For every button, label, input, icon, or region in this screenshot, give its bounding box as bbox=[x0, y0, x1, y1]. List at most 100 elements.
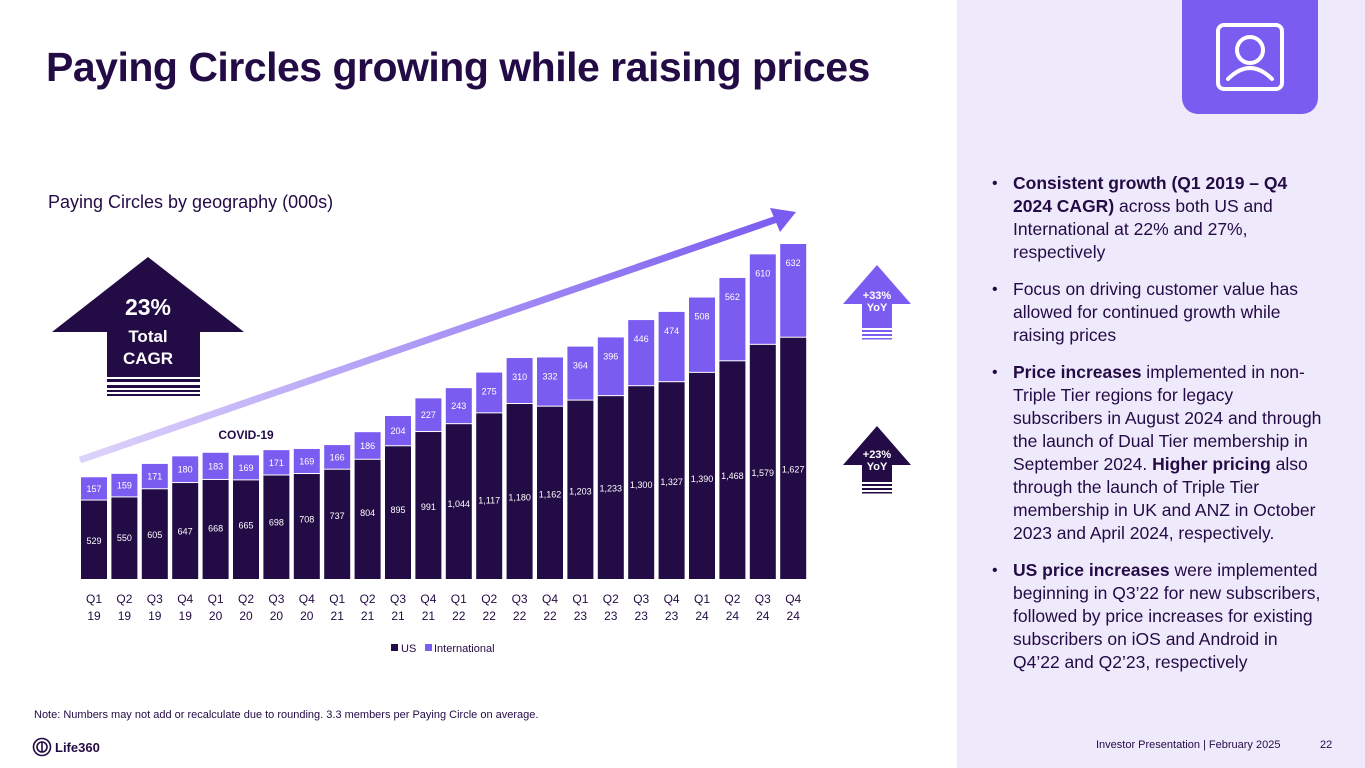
data-label-us: 1,579 bbox=[752, 468, 775, 478]
x-tick-year: 21 bbox=[391, 609, 405, 623]
x-tick-year: 19 bbox=[179, 609, 193, 623]
bullet-text: were implemented beginning in Q3’22 for … bbox=[1013, 560, 1321, 672]
x-tick-quarter: Q2 bbox=[116, 592, 132, 606]
legend-swatch-us bbox=[391, 644, 398, 651]
bar-us bbox=[81, 500, 107, 579]
data-label-us: 1,627 bbox=[782, 465, 805, 475]
bar-international bbox=[172, 456, 199, 483]
bar-us bbox=[537, 406, 563, 579]
data-label-international: 562 bbox=[725, 292, 740, 302]
x-tick-year: 21 bbox=[422, 609, 436, 623]
x-tick-quarter: Q3 bbox=[147, 592, 163, 606]
x-tick-quarter: Q1 bbox=[86, 592, 102, 606]
data-label-us: 1,300 bbox=[630, 480, 653, 490]
bar-international bbox=[263, 450, 290, 475]
bar-international bbox=[537, 357, 563, 406]
bullet-text: Focus on driving customer value has allo… bbox=[1013, 279, 1298, 345]
data-label-us: 1,203 bbox=[569, 486, 592, 496]
data-label-us: 1,327 bbox=[660, 477, 683, 487]
data-label-us: 1,390 bbox=[691, 474, 714, 484]
bullet-text-secondary: also through the launch of Triple Tier m… bbox=[1013, 454, 1316, 543]
data-label-us: 1,180 bbox=[508, 493, 531, 503]
page-number: 22 bbox=[1320, 739, 1333, 751]
x-tick-year: 20 bbox=[300, 609, 314, 623]
x-tick-quarter: Q2 bbox=[481, 592, 497, 606]
bullet-text: across both US and International at 22% … bbox=[1013, 196, 1273, 262]
footer-text: Investor Presentation | February 2025 bbox=[1096, 739, 1281, 751]
bar-international bbox=[324, 445, 351, 469]
bar-us bbox=[415, 432, 442, 579]
data-label-international: 275 bbox=[482, 387, 497, 397]
x-tick-year: 23 bbox=[635, 609, 649, 623]
bar-us bbox=[476, 413, 503, 579]
data-label-international: 169 bbox=[299, 456, 314, 466]
bullet-bold: Price increases bbox=[1013, 362, 1142, 382]
bar-us bbox=[141, 489, 168, 579]
x-tick-year: 20 bbox=[209, 609, 223, 623]
x-tick-quarter: Q4 bbox=[664, 592, 680, 606]
x-tick-quarter: Q4 bbox=[542, 592, 558, 606]
x-tick-year: 24 bbox=[756, 609, 770, 623]
international-yoy-label: YoY bbox=[867, 302, 888, 314]
x-tick-year: 19 bbox=[148, 609, 162, 623]
data-label-us: 1,468 bbox=[721, 471, 744, 481]
data-label-international: 632 bbox=[786, 258, 801, 268]
data-label-international: 474 bbox=[664, 326, 679, 336]
covid-label: COVID-19 bbox=[218, 428, 274, 442]
x-tick-quarter: Q3 bbox=[390, 592, 406, 606]
us-yoy-label: YoY bbox=[867, 461, 888, 473]
bar-international bbox=[385, 416, 411, 446]
x-tick-year: 22 bbox=[513, 609, 527, 623]
data-label-international: 171 bbox=[269, 458, 284, 468]
legend-swatch-international bbox=[425, 644, 432, 651]
data-label-international: 180 bbox=[178, 465, 193, 475]
x-tick-quarter: Q1 bbox=[208, 592, 224, 606]
x-tick-quarter: Q1 bbox=[329, 592, 345, 606]
bar-international bbox=[749, 254, 776, 344]
x-tick-quarter: Q4 bbox=[420, 592, 436, 606]
life360-logo: Life360 bbox=[32, 737, 100, 757]
bar-us bbox=[628, 386, 655, 579]
x-tick-year: 21 bbox=[361, 609, 375, 623]
x-tick-quarter: Q2 bbox=[360, 592, 376, 606]
data-label-us: 1,162 bbox=[539, 490, 562, 500]
data-label-us: 804 bbox=[360, 508, 375, 518]
bullet-item: Consistent growth (Q1 2019 – Q4 2024 CAG… bbox=[992, 172, 1322, 264]
bar-international bbox=[506, 358, 533, 404]
us-yoy-value: +23% bbox=[863, 449, 892, 461]
bar-international bbox=[202, 452, 229, 479]
data-label-international: 183 bbox=[208, 461, 223, 471]
data-label-international: 332 bbox=[542, 371, 557, 381]
bar-international bbox=[233, 455, 259, 480]
data-label-international: 227 bbox=[421, 410, 436, 420]
page-title: Paying Circles growing while raising pri… bbox=[46, 44, 870, 90]
x-tick-quarter: Q1 bbox=[572, 592, 588, 606]
data-label-us: 1,044 bbox=[448, 499, 471, 509]
icon-tile bbox=[1182, 0, 1318, 114]
x-tick-quarter: Q4 bbox=[299, 592, 315, 606]
x-tick-year: 21 bbox=[331, 609, 345, 623]
x-tick-year: 24 bbox=[695, 609, 709, 623]
bar-us bbox=[445, 424, 472, 579]
bar-international bbox=[81, 477, 107, 500]
footnote: Note: Numbers may not add or recalculate… bbox=[34, 709, 539, 721]
bar-international bbox=[415, 398, 442, 432]
us-yoy-arrow: +23% YoY bbox=[843, 426, 911, 494]
x-tick-year: 22 bbox=[543, 609, 557, 623]
x-tick-year: 19 bbox=[87, 609, 101, 623]
data-label-us: 647 bbox=[178, 527, 193, 537]
bar-international bbox=[628, 320, 655, 386]
paying-circles-chart: 23% Total CAGR COVID-19 529 157 550 159 605 1… bbox=[52, 208, 911, 655]
bar-us bbox=[111, 497, 138, 579]
bullet-item: Focus on driving customer value has allo… bbox=[992, 278, 1322, 347]
x-tick-year: 20 bbox=[239, 609, 253, 623]
data-label-international: 186 bbox=[360, 441, 375, 451]
data-label-international: 243 bbox=[451, 401, 466, 411]
data-label-us: 737 bbox=[330, 511, 345, 521]
logo-text: Life360 bbox=[55, 739, 100, 755]
x-tick-quarter: Q4 bbox=[785, 592, 801, 606]
data-label-international: 364 bbox=[573, 361, 588, 371]
bar-us bbox=[324, 469, 351, 579]
data-label-international: 310 bbox=[512, 372, 527, 382]
data-label-us: 895 bbox=[390, 505, 405, 515]
